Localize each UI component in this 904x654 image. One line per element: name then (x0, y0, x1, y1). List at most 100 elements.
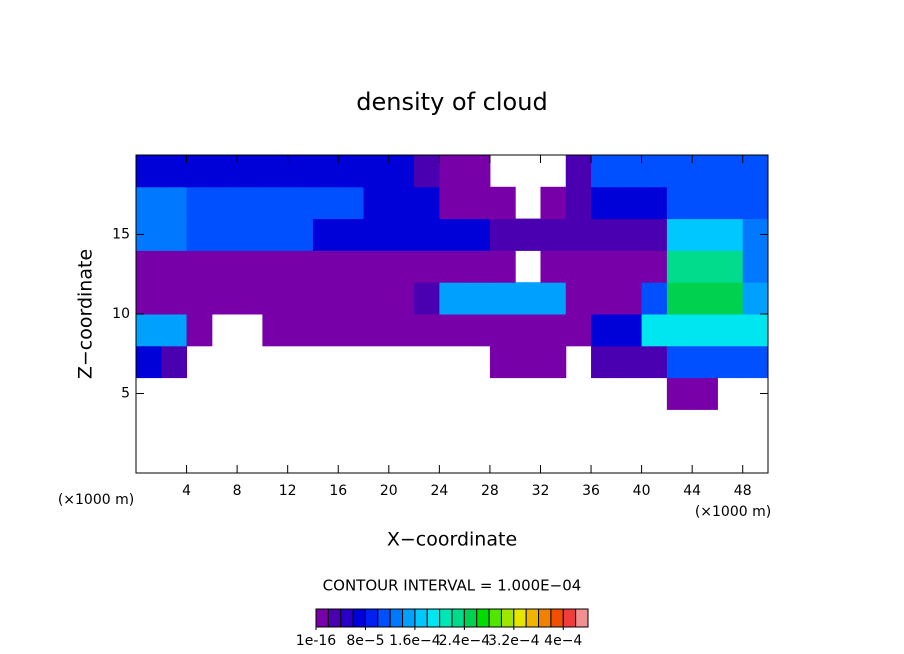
field-cell (136, 282, 162, 315)
field-cell (237, 218, 263, 251)
colorbar-label: 3.2e−4 (488, 633, 540, 649)
field-cell (161, 155, 188, 188)
field-cell (363, 282, 390, 315)
field-cell (540, 282, 567, 315)
field-cell (363, 155, 390, 188)
field-cell (489, 218, 516, 251)
field-cell (338, 186, 365, 220)
colorbar-box (476, 608, 490, 628)
field-cell (186, 218, 213, 251)
colorbar-label: 4e−4 (544, 633, 582, 649)
field-cell (616, 155, 643, 188)
field-cell (237, 250, 263, 283)
field-cell (616, 218, 643, 251)
x-unit: (×1000 m) (695, 504, 771, 520)
colorbar-box (451, 608, 465, 628)
field-cell (312, 250, 339, 283)
field-cell (262, 155, 289, 188)
field-cell (439, 314, 466, 347)
field-cell (464, 250, 491, 283)
field-cell (641, 218, 668, 251)
field-cell (641, 314, 668, 347)
colorbar-box (377, 608, 391, 628)
field-cell (489, 345, 516, 379)
x-tick-label: 20 (380, 483, 398, 499)
field-cell (312, 155, 339, 188)
field-cell (414, 218, 440, 251)
field-cell (515, 282, 541, 315)
field-cell (540, 314, 567, 347)
field-cell (262, 250, 289, 283)
field-cell (666, 345, 693, 379)
field-cell (641, 155, 668, 188)
field-cell (666, 155, 693, 188)
field-cell (439, 218, 466, 251)
field-cell (439, 155, 466, 188)
field-cell (186, 186, 213, 220)
field-cell (641, 186, 668, 220)
field-cell (641, 345, 668, 379)
field-cell (717, 186, 744, 220)
x-tick-label: 40 (633, 483, 651, 499)
x-axis-label: X−coordinate (387, 529, 517, 551)
field-cell (565, 155, 592, 188)
field-cell (439, 186, 466, 220)
field-cell (388, 250, 415, 283)
field-cell (742, 186, 769, 220)
field-cell (363, 250, 390, 283)
field-cell (464, 282, 491, 315)
field-cell (312, 186, 339, 220)
field-cell (312, 314, 339, 347)
field-cell (616, 314, 643, 347)
x-tick-label: 28 (481, 483, 499, 499)
field-cell (211, 282, 238, 315)
field-cell (388, 282, 415, 315)
colorbar-box (562, 608, 577, 628)
colorbar-box (315, 608, 329, 628)
field-cell (211, 186, 238, 220)
field-cell (742, 250, 769, 283)
field-cell (338, 250, 365, 283)
colorbar-box (352, 608, 366, 628)
field-cell (338, 314, 365, 347)
contour-interval: CONTOUR INTERVAL = 1.000E−04 (323, 577, 582, 595)
field-cell (237, 282, 263, 315)
field-cell (136, 155, 162, 188)
field-cell (186, 155, 213, 188)
field-cell (338, 282, 365, 315)
x-tick-label: 24 (430, 483, 448, 499)
field-cell (692, 155, 718, 188)
field-cell (692, 314, 718, 347)
field-cell (338, 155, 365, 188)
field-cell (186, 314, 213, 347)
field-cell (666, 314, 693, 347)
colorbar-label: 8e−5 (346, 633, 384, 649)
field-cell (616, 250, 643, 283)
field-cell (742, 282, 769, 315)
field-cell (439, 250, 466, 283)
field-cell (515, 345, 541, 379)
field-cell (161, 250, 188, 283)
field-cell (591, 155, 617, 188)
field-cell (464, 218, 491, 251)
x-tick-label: 32 (532, 483, 550, 499)
y-tick-label: 10 (112, 306, 130, 322)
field-cell (717, 218, 744, 251)
field-cell (136, 345, 162, 379)
field-cell (262, 186, 289, 220)
field-cell (363, 218, 390, 251)
field-cell (692, 377, 718, 410)
colorbar-box (463, 608, 478, 628)
field-cell (742, 345, 769, 379)
field-cell (338, 218, 365, 251)
field-cell (666, 186, 693, 220)
x-tick-label: 16 (329, 483, 347, 499)
field-cell (717, 250, 744, 283)
field-cell (540, 250, 567, 283)
field-cell (414, 250, 440, 283)
field-cell (464, 314, 491, 347)
field-cell (717, 155, 744, 188)
x-tick-label: 36 (582, 483, 600, 499)
field-cell (565, 218, 592, 251)
